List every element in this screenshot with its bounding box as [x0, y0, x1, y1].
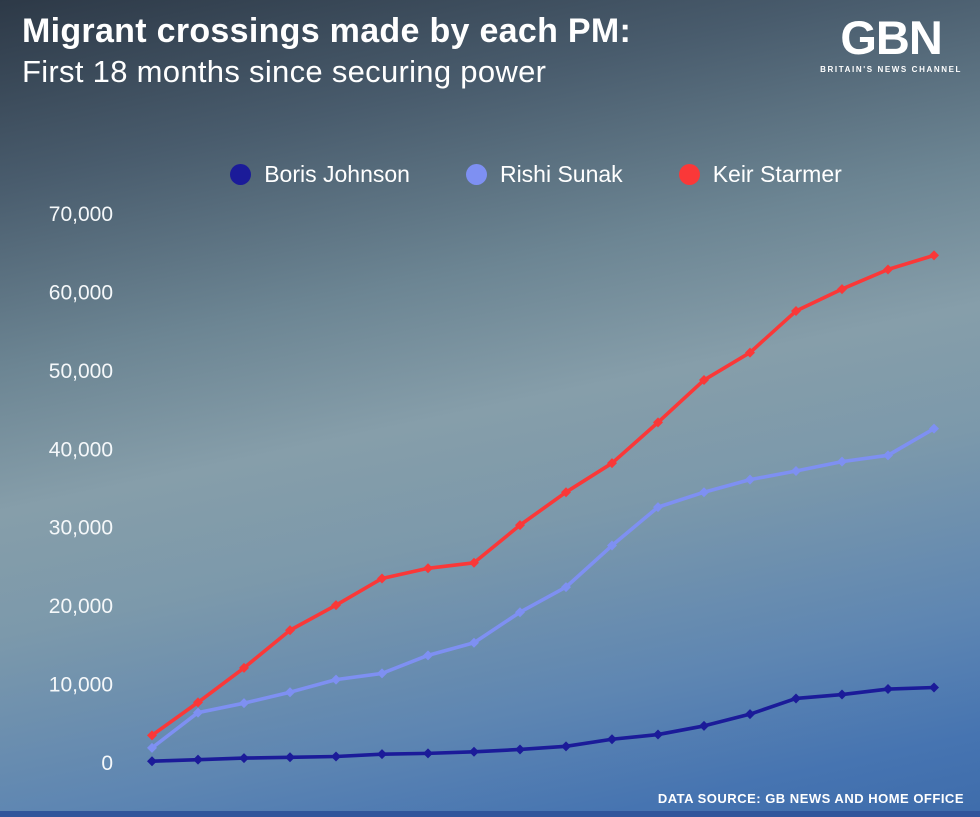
- data-point-keir-starmer: [883, 264, 893, 275]
- data-point-keir-starmer: [929, 250, 939, 261]
- data-point-keir-starmer: [699, 375, 709, 386]
- data-point-boris-johnson: [239, 753, 249, 764]
- data-point-rishi-sunak: [469, 637, 479, 648]
- data-point-rishi-sunak: [837, 456, 847, 467]
- gbn-logo-icon: GBN: [840, 11, 942, 64]
- data-point-rishi-sunak: [929, 423, 939, 434]
- data-point-keir-starmer: [745, 347, 755, 358]
- data-point-boris-johnson: [423, 748, 433, 759]
- series-line-rishi-sunak: [150, 426, 936, 750]
- data-point-boris-johnson: [469, 746, 479, 757]
- data-point-boris-johnson: [285, 752, 295, 763]
- data-point-rishi-sunak: [285, 687, 295, 698]
- page-title: Migrant crossings made by each PM:: [22, 12, 632, 50]
- data-point-boris-johnson: [653, 729, 663, 740]
- data-point-rishi-sunak: [883, 450, 893, 461]
- data-point-boris-johnson: [607, 734, 617, 745]
- gbn-logo-tagline: BRITAIN'S NEWS CHANNEL: [820, 65, 962, 74]
- data-point-rishi-sunak: [791, 466, 801, 477]
- header: Migrant crossings made by each PM: First…: [22, 10, 962, 92]
- data-point-rishi-sunak: [423, 650, 433, 661]
- data-point-boris-johnson: [745, 709, 755, 720]
- data-point-keir-starmer: [837, 284, 847, 295]
- data-point-boris-johnson: [837, 689, 847, 700]
- y-axis-tick-label: 0: [101, 752, 113, 775]
- data-point-boris-johnson: [377, 749, 387, 760]
- data-point-keir-starmer: [469, 557, 479, 568]
- legend-label: Rishi Sunak: [499, 161, 623, 187]
- bottom-accent-bar: [0, 811, 980, 817]
- data-point-keir-starmer: [653, 417, 663, 428]
- chart-legend: Boris Johnson Rishi Sunak Keir Starmer: [0, 161, 980, 188]
- data-point-keir-starmer: [791, 306, 801, 317]
- data-point-keir-starmer: [147, 730, 157, 741]
- data-point-rishi-sunak: [745, 474, 755, 485]
- legend-item-boris-johnson: Boris Johnson: [230, 161, 410, 188]
- data-point-keir-starmer: [561, 487, 571, 498]
- data-point-boris-johnson: [699, 720, 709, 731]
- series-line-boris-johnson: [150, 685, 936, 764]
- data-point-keir-starmer: [331, 600, 341, 611]
- data-point-keir-starmer: [193, 697, 203, 708]
- legend-label: Keir Starmer: [712, 161, 842, 187]
- data-point-rishi-sunak: [653, 502, 663, 513]
- y-axis-tick-label: 20,000: [49, 595, 113, 618]
- legend-dot-icon: [678, 164, 700, 185]
- data-point-boris-johnson: [331, 751, 341, 762]
- y-axis-tick-label: 70,000: [49, 203, 113, 226]
- legend-dot-icon: [465, 164, 487, 185]
- data-point-keir-starmer: [423, 563, 433, 574]
- data-point-keir-starmer: [607, 458, 617, 469]
- data-point-rishi-sunak: [239, 698, 249, 709]
- data-point-boris-johnson: [561, 741, 571, 752]
- data-point-rishi-sunak: [607, 540, 617, 551]
- data-point-keir-starmer: [377, 573, 387, 584]
- data-point-keir-starmer: [239, 662, 249, 673]
- data-point-boris-johnson: [883, 684, 893, 695]
- data-point-boris-johnson: [791, 693, 801, 704]
- legend-item-keir-starmer: Keir Starmer: [678, 161, 842, 188]
- legend-label: Boris Johnson: [264, 161, 410, 187]
- page-subtitle: First 18 months since securing power: [22, 54, 547, 89]
- y-axis-tick-label: 60,000: [49, 281, 113, 304]
- data-point-keir-starmer: [515, 520, 525, 531]
- titles: Migrant crossings made by each PM: First…: [22, 10, 631, 92]
- y-axis-tick-label: 50,000: [49, 360, 113, 383]
- data-point-rishi-sunak: [377, 668, 387, 679]
- y-axis-tick-label: 40,000: [49, 438, 113, 461]
- data-point-rishi-sunak: [147, 742, 157, 753]
- legend-dot-icon: [230, 164, 252, 185]
- data-point-boris-johnson: [515, 744, 525, 755]
- data-point-boris-johnson: [147, 756, 157, 767]
- y-axis-tick-label: 10,000: [49, 674, 113, 697]
- data-point-rishi-sunak: [561, 582, 571, 593]
- data-point-keir-starmer: [285, 625, 295, 636]
- data-point-rishi-sunak: [331, 674, 341, 685]
- data-point-rishi-sunak: [699, 487, 709, 498]
- data-point-boris-johnson: [929, 682, 939, 693]
- data-source: DATA SOURCE: GB NEWS AND HOME OFFICE: [657, 791, 964, 806]
- legend-item-rishi-sunak: Rishi Sunak: [465, 161, 623, 188]
- data-point-rishi-sunak: [193, 707, 203, 718]
- data-point-rishi-sunak: [515, 607, 525, 618]
- gbn-logo: GBN BRITAIN'S NEWS CHANNEL: [820, 14, 962, 74]
- series-line-keir-starmer: [150, 253, 936, 738]
- y-axis-tick-label: 30,000: [49, 517, 113, 540]
- data-point-boris-johnson: [193, 754, 203, 765]
